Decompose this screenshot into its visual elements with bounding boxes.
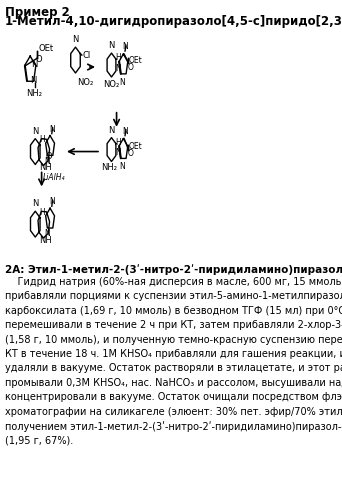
Text: H
N: H N — [115, 53, 121, 73]
Text: Пример 2: Пример 2 — [5, 6, 69, 19]
Text: прибавляли порциями к суспензии этил-5-амино-1-метилпиразол-4-: прибавляли порциями к суспензии этил-5-а… — [5, 291, 342, 301]
Text: N: N — [44, 157, 50, 166]
Text: удаляли в вакууме. Остаток растворяли в этилацетате, и этот раствор: удаляли в вакууме. Остаток растворяли в … — [5, 363, 342, 373]
Text: H: H — [40, 135, 45, 144]
Text: концентрировали в вакууме. Остаток очищали посредством флэш-: концентрировали в вакууме. Остаток очища… — [5, 392, 342, 402]
Text: промывали 0,3М КНSO₄, нас. NaHCO₃ и рассолом, высушивали над Na₂SO₄ и: промывали 0,3М КНSO₄, нас. NaHCO₃ и расс… — [5, 378, 342, 388]
Text: Cl: Cl — [83, 50, 91, 59]
Text: N: N — [122, 42, 128, 51]
Text: хроматографии на силикагеле (элюент: 30% пет. эфир/70% этилацетат) с: хроматографии на силикагеле (элюент: 30%… — [5, 407, 342, 417]
Text: N: N — [44, 229, 50, 238]
Text: NH₂: NH₂ — [101, 164, 117, 173]
Text: N: N — [49, 125, 55, 134]
Text: N: N — [108, 41, 115, 50]
Text: OEt: OEt — [39, 44, 54, 53]
Text: NH₂: NH₂ — [27, 89, 42, 98]
Text: OEt: OEt — [129, 55, 142, 64]
Text: Гидрид натрия (60%-ная дисперсия в масле, 600 мг, 15 ммоль): Гидрид натрия (60%-ная дисперсия в масле… — [5, 277, 342, 287]
Text: O: O — [128, 62, 133, 71]
Text: N: N — [31, 60, 37, 69]
Text: N: N — [72, 35, 79, 44]
Text: OEt: OEt — [129, 142, 142, 151]
Text: NH: NH — [39, 236, 51, 245]
Text: H
N: H N — [115, 138, 121, 157]
Text: N: N — [32, 127, 38, 136]
Text: (1,95 г, 67%).: (1,95 г, 67%). — [5, 436, 73, 446]
Text: (1,58 г, 10 ммоль), и полученную темно-красную суспензию перемешивали при: (1,58 г, 10 ммоль), и полученную темно-к… — [5, 334, 342, 344]
Text: O: O — [35, 54, 42, 63]
Text: 1-Метил-4,10-дигидропиразоло[4,5-c]пиридо[2,3-b][1,4]диазепин: 1-Метил-4,10-дигидропиразоло[4,5-c]пирид… — [5, 15, 342, 28]
Text: перемешивали в течение 2 ч при КТ, затем прибавляли 2-хлор-3-нитропиридин: перемешивали в течение 2 ч при КТ, затем… — [5, 320, 342, 330]
Text: LiAlH₄: LiAlH₄ — [43, 173, 65, 182]
Text: N: N — [32, 199, 38, 208]
Text: O: O — [128, 149, 133, 158]
Text: N: N — [119, 78, 124, 87]
Text: N: N — [122, 127, 128, 136]
Text: 2А: Этил-1-метил-2-(3ʹ-нитро-2ʹ-пиридиламино)пиразол-4-карбоксилат: 2А: Этил-1-метил-2-(3ʹ-нитро-2ʹ-пиридила… — [5, 264, 342, 275]
Text: NO₂: NO₂ — [78, 78, 94, 87]
Text: NO₂: NO₂ — [103, 80, 120, 89]
Text: N: N — [49, 197, 55, 206]
Text: N: N — [108, 126, 115, 135]
Text: получением этил-1-метил-2-(3ʹ-нитро-2ʹ-пиридиламино)пиразол-4-карбоксилата: получением этил-1-метил-2-(3ʹ-нитро-2ʹ-п… — [5, 421, 342, 432]
Text: H: H — [40, 208, 45, 217]
Text: N: N — [30, 76, 36, 85]
Text: КТ в течение 18 ч. 1М КНSO₄ прибавляли для гашения реакции, и растворитель: КТ в течение 18 ч. 1М КНSO₄ прибавляли д… — [5, 349, 342, 359]
Text: NH: NH — [39, 164, 51, 173]
Text: карбоксилата (1,69 г, 10 ммоль) в безводном ТГФ (15 мл) при 0°С. Смесь: карбоксилата (1,69 г, 10 ммоль) в безвод… — [5, 306, 342, 316]
Text: N: N — [119, 163, 124, 172]
Text: O: O — [46, 152, 53, 161]
